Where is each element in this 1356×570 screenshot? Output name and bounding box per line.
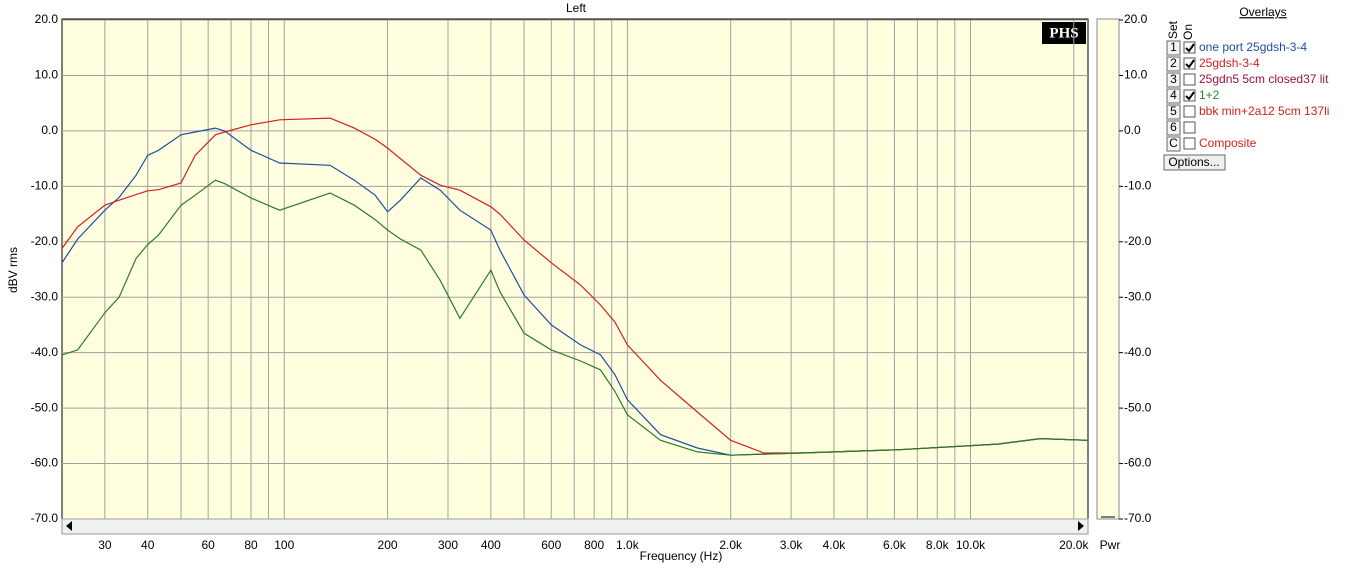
x-tick-label: 200	[378, 538, 398, 552]
x-tick-label: 4.0k	[823, 538, 847, 552]
overlay-label: 25gdsh-3-4	[1199, 56, 1260, 70]
x-tick-label: 3.0k	[780, 538, 804, 552]
set-number: 3	[1170, 72, 1177, 86]
scroll-right[interactable]	[1078, 521, 1084, 531]
x-tick-label: 2.0k	[719, 538, 743, 552]
y-tick-label: -50.0	[31, 400, 59, 414]
y2-tick-label: -50.0	[1124, 400, 1152, 414]
grid	[62, 19, 1088, 520]
y2-tick-label: 10.0	[1124, 68, 1148, 82]
y2-tick-label: -30.0	[1124, 289, 1152, 303]
set-number: 4	[1170, 88, 1177, 102]
set-box	[1166, 104, 1181, 120]
overlay-label: one port 25gdsh-3-4	[1199, 40, 1307, 54]
series-lines	[61, 117, 1089, 456]
set-number: 5	[1170, 104, 1177, 118]
set-header: Set	[1166, 20, 1180, 39]
series-line	[61, 179, 1089, 456]
set-number: 2	[1170, 56, 1177, 70]
x-tick-label: 8.0k	[926, 538, 950, 552]
set-box	[1166, 40, 1181, 56]
checkbox[interactable]	[1183, 41, 1196, 54]
set-box	[1166, 88, 1181, 104]
badge-box	[1042, 22, 1086, 44]
on-header: On	[1181, 24, 1195, 40]
y2-tick-label: -70.0	[1124, 511, 1152, 525]
set-box	[1166, 136, 1181, 152]
overlay-label: 1+2	[1199, 88, 1220, 102]
y2-tick-label: -10.0	[1124, 179, 1152, 193]
x-tick-label: 20.0k	[1059, 538, 1089, 552]
overlay-label: bbk min+2a12 5cm 137li	[1199, 104, 1329, 118]
x-tick-label: 10.0k	[956, 538, 986, 552]
set-number: 6	[1170, 120, 1177, 134]
overlay-label: Composite	[1199, 136, 1257, 150]
overlay-label: 25gdn5 5cm closed37 lit	[1199, 72, 1329, 86]
y2-axis-label: Pwr	[1100, 538, 1121, 552]
series-line	[61, 117, 1089, 454]
x-tick-label: 30	[98, 538, 112, 552]
checkmark	[1185, 43, 1195, 53]
y-tick-label: -60.0	[31, 456, 59, 470]
y2-tick-label: -20.0	[1124, 234, 1152, 248]
y-axis-label: dBV rms	[6, 247, 20, 293]
set-box	[1166, 72, 1181, 88]
checkbox[interactable]	[1183, 73, 1196, 86]
x-tick-label: 1.0k	[616, 538, 640, 552]
x-tick-label: 80	[244, 538, 258, 552]
checkbox[interactable]	[1183, 137, 1196, 150]
badge: PHS	[1049, 25, 1078, 41]
y-tick-label: 20.0	[35, 12, 59, 26]
scroll-left[interactable]	[66, 521, 72, 531]
series-line	[61, 127, 1089, 456]
chart-title: Left	[566, 1, 587, 15]
checkbox[interactable]	[1183, 89, 1196, 102]
options-button[interactable]	[1163, 154, 1226, 171]
x-tick-label: 300	[438, 538, 458, 552]
x-tick-label: 400	[481, 538, 501, 552]
x-tick-label: 40	[141, 538, 155, 552]
x-tick-label: 600	[541, 538, 561, 552]
y-tick-label: -70.0	[31, 511, 59, 525]
y2-tick-label: 0.0	[1124, 123, 1141, 137]
x-axis-label: Frequency (Hz)	[640, 549, 723, 563]
y-tick-label: 0.0	[41, 123, 58, 137]
y2-tick-label: -40.0	[1124, 345, 1152, 359]
set-box	[1166, 120, 1181, 136]
overlays-panel: Overlays Set On Options... 1 one port 25g…	[1163, 5, 1329, 171]
set-box	[1166, 56, 1181, 72]
checkbox[interactable]	[1183, 57, 1196, 70]
x-tick-label: 100	[274, 538, 294, 552]
y-tick-label: -40.0	[31, 345, 59, 359]
x-tick-label: 800	[584, 538, 604, 552]
y2-tick-label: 20.0	[1124, 12, 1148, 26]
scrollbar[interactable]	[61, 518, 1089, 535]
y-tick-label: 10.0	[35, 68, 59, 82]
overlays-title: Overlays	[1239, 5, 1286, 19]
y-tick-label: -20.0	[31, 234, 59, 248]
y2-tick-label: -60.0	[1124, 456, 1152, 470]
checkbox[interactable]	[1183, 121, 1196, 134]
y-tick-label: -30.0	[31, 289, 59, 303]
set-number: 1	[1170, 40, 1177, 54]
plot-area	[61, 18, 1089, 520]
set-number: C	[1169, 136, 1178, 150]
power-meter	[1096, 18, 1120, 520]
options-button-label[interactable]: Options...	[1168, 155, 1219, 169]
checkbox[interactable]	[1183, 105, 1196, 118]
x-tick-label: 6.0k	[883, 538, 907, 552]
x-tick-label: 60	[201, 538, 215, 552]
checkmark	[1185, 59, 1195, 69]
y-tick-label: -10.0	[31, 179, 59, 193]
checkmark	[1185, 91, 1195, 101]
